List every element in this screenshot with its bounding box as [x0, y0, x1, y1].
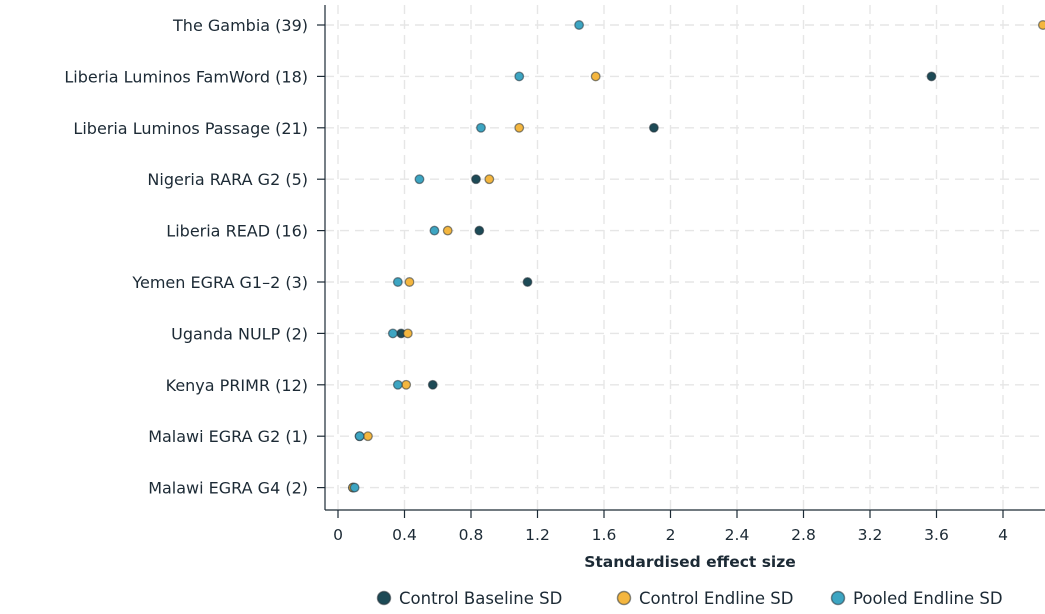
data-point: [590, 71, 601, 82]
data-point: [349, 482, 360, 493]
category-label: The Gambia (39): [172, 16, 308, 35]
data-point: [401, 379, 412, 390]
x-tick-label: 3.2: [858, 526, 883, 544]
data-point: [414, 174, 425, 185]
x-tick-label: 2.4: [725, 526, 750, 544]
x-tick-label: 1.6: [592, 526, 617, 544]
data-point: [522, 277, 533, 287]
data-point: [471, 174, 481, 185]
category-label: Malawi EGRA G4 (2): [148, 479, 308, 498]
data-point: [404, 277, 415, 287]
category-label: Kenya PRIMR (12): [166, 376, 308, 395]
x-tick-label: 3.6: [924, 526, 949, 544]
data-point: [362, 431, 373, 442]
data-point: [574, 20, 585, 30]
legend-label: Control Baseline SD: [399, 589, 562, 608]
legend-marker: [376, 590, 392, 606]
data-point: [392, 277, 403, 287]
x-tick-label: 0: [333, 526, 343, 544]
legend-label: Pooled Endline SD: [853, 589, 1003, 608]
data-point: [402, 328, 413, 339]
data-point: [474, 225, 485, 236]
category-label: Liberia Luminos FamWord (18): [64, 67, 308, 86]
data-point: [387, 328, 398, 339]
legend: Control Baseline SD Control Endline SD Poo…: [376, 589, 1003, 608]
data-point: [476, 122, 486, 133]
x-tick-label: 1.2: [525, 526, 550, 544]
axis-layer: 0 0.4 0.8 1.2 1.6 2 2.4 2.8 3.2 3.6 4 Standardised …: [317, 5, 1045, 571]
category-label: Malawi EGRA G2 (1): [148, 427, 308, 446]
legend-label: Control Endline SD: [639, 589, 793, 608]
category-label: Uganda NULP (2): [171, 324, 308, 343]
data-point: [648, 122, 659, 133]
x-tick-label: 0.8: [459, 526, 484, 544]
category-label: Liberia READ (16): [166, 222, 308, 241]
grid-layer: [325, 5, 1045, 510]
data-point: [442, 225, 453, 236]
category-labels: The Gambia (39) Liberia Luminos FamWord (…: [64, 16, 308, 498]
category-label: Liberia Luminos Passage (21): [73, 119, 308, 138]
data-point: [1037, 20, 1045, 30]
data-points: [348, 20, 1045, 493]
category-label: Yemen EGRA G1–2 (3): [131, 273, 308, 292]
data-point: [514, 71, 525, 82]
legend-marker: [830, 590, 846, 606]
data-point: [427, 379, 438, 390]
data-point: [354, 431, 365, 442]
data-point: [429, 225, 440, 236]
x-tick-label: 0.4: [392, 526, 417, 544]
x-tick-label: 2: [666, 526, 676, 544]
x-tick-label: 4: [998, 526, 1008, 544]
data-point: [392, 379, 403, 390]
legend-marker: [616, 590, 632, 606]
data-point: [484, 174, 495, 185]
data-point: [926, 71, 937, 82]
x-axis-title: Standardised effect size: [584, 553, 796, 571]
data-point: [514, 122, 525, 133]
category-label: Nigeria RARA G2 (5): [147, 170, 308, 189]
x-tick-label: 2.8: [791, 526, 816, 544]
